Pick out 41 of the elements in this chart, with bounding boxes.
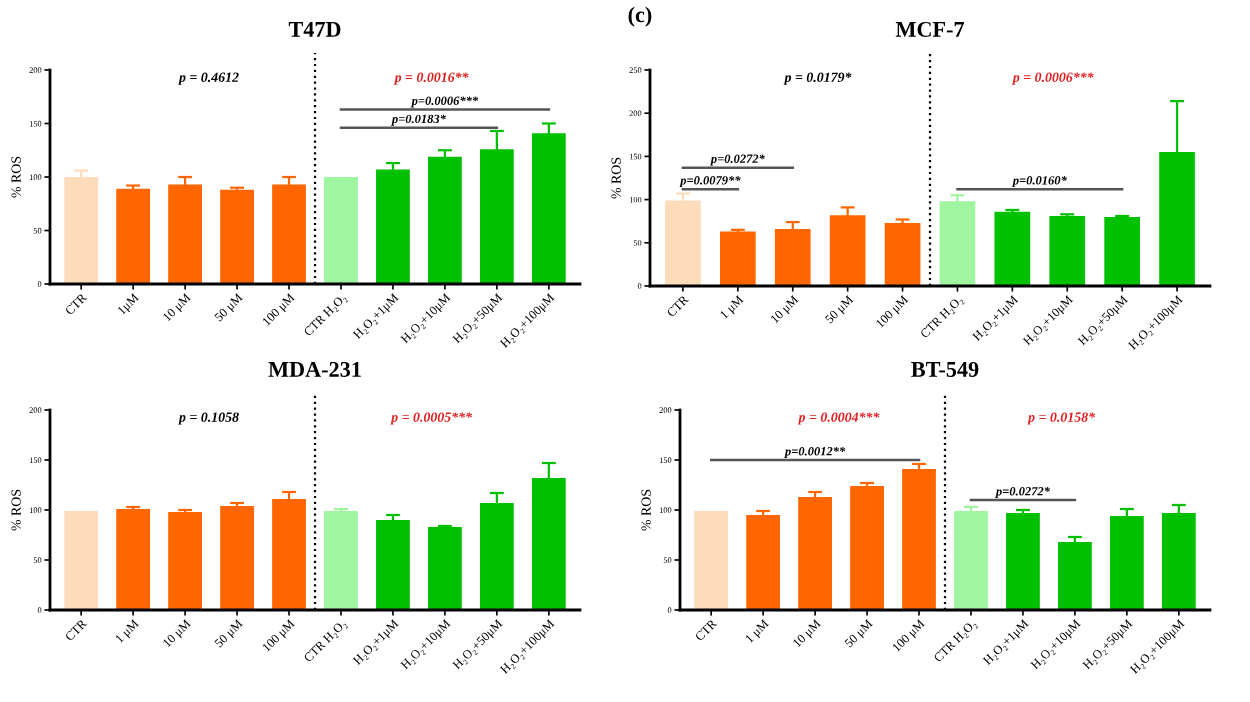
bar (116, 188, 151, 284)
bar (829, 215, 866, 286)
bar (746, 515, 781, 610)
bar (220, 506, 254, 610)
bar (64, 177, 99, 284)
bar (939, 201, 976, 286)
bar (1109, 516, 1144, 610)
bar (1104, 216, 1140, 286)
bar (116, 509, 151, 610)
bar (954, 511, 988, 610)
bar (428, 156, 462, 284)
bar (376, 169, 410, 284)
bar (1049, 216, 1086, 286)
bar (272, 184, 306, 284)
bar (272, 499, 306, 610)
bar (720, 231, 756, 286)
bar (168, 184, 202, 284)
chart-title: T47D (288, 22, 341, 37)
bar (798, 497, 832, 610)
bar (884, 222, 921, 286)
bar (994, 211, 1031, 286)
bar (694, 511, 729, 610)
chart-title: MDA-231 (268, 361, 361, 377)
bar (324, 177, 358, 284)
bar (902, 469, 936, 610)
bar (64, 511, 99, 610)
bar (1161, 513, 1196, 610)
bar (1058, 542, 1092, 610)
chart-title: MCF-7 (895, 21, 965, 37)
bar (428, 527, 462, 610)
bar (774, 228, 811, 286)
bar (850, 486, 884, 610)
chart-title: BT-549 (911, 361, 979, 377)
text: (c) (628, 6, 652, 27)
bar (531, 133, 566, 284)
bar (376, 520, 410, 610)
bar (665, 200, 701, 286)
bar (1006, 513, 1040, 610)
bar (220, 189, 254, 284)
bar (324, 511, 358, 610)
bar (168, 512, 202, 610)
